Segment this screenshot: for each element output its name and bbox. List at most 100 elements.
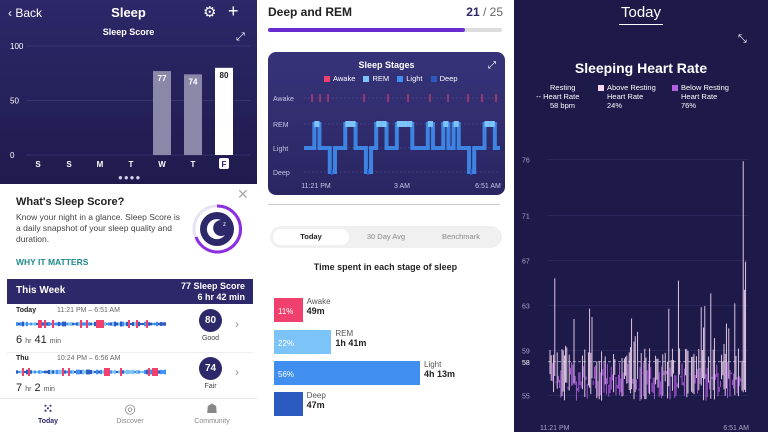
close-icon[interactable]: ✕ bbox=[237, 186, 249, 202]
tab-today[interactable]: ⁙ Today bbox=[18, 401, 78, 425]
sleep-log-tick bbox=[142, 322, 144, 326]
add-icon[interactable]: + bbox=[228, 1, 239, 21]
sleep-log-tick bbox=[54, 322, 56, 326]
sleep-log-tick bbox=[108, 322, 110, 326]
legend-line: Heart Rate bbox=[681, 92, 718, 101]
stage-axis-label: Deep bbox=[273, 170, 290, 177]
score-bar-label: 77 bbox=[158, 74, 167, 83]
sleep-log-tick bbox=[154, 368, 156, 376]
sleep-log-tick bbox=[118, 370, 120, 374]
stage-duration: 49m bbox=[306, 306, 325, 316]
why-it-matters-link[interactable]: WHY IT MATTERS bbox=[16, 257, 89, 267]
people-icon: ☗ bbox=[206, 401, 218, 416]
legend-swatch bbox=[397, 76, 404, 82]
sleep-log-tick bbox=[72, 370, 74, 374]
sleep-log-tick bbox=[162, 322, 164, 326]
log-score-badge: 80 bbox=[199, 309, 222, 332]
card-title: What's Sleep Score? bbox=[16, 196, 125, 208]
sleep-log-tick bbox=[142, 370, 144, 374]
rem-block bbox=[314, 121, 320, 127]
day-label: S bbox=[66, 160, 72, 169]
sleep-log-tick bbox=[84, 322, 86, 326]
sleep-log-tick bbox=[68, 322, 70, 326]
stage-axis-label: REM bbox=[273, 122, 289, 129]
sleep-log-row[interactable]: Today 11:21 PM – 6:51 AM 6 hr 41 min 80 … bbox=[7, 305, 253, 353]
stage-name: Light bbox=[424, 360, 442, 369]
heart-rate-screen: Today ⤡ Sleeping Heart Rate Resting -- H… bbox=[514, 0, 768, 432]
sleep-log-row[interactable]: Thu 10:24 PM – 6:56 AM 7 hr 2 min 74 Fai… bbox=[7, 353, 253, 401]
sleep-log-tick bbox=[140, 322, 142, 326]
sleep-log-tick bbox=[120, 368, 122, 376]
legend-label: REM bbox=[372, 74, 390, 83]
sleep-log-tick bbox=[140, 370, 142, 374]
sleep-log-tick bbox=[82, 322, 84, 326]
sleep-log-tick bbox=[108, 368, 110, 376]
sleep-log-tick bbox=[144, 321, 146, 327]
compass-icon: ◎ bbox=[124, 401, 136, 416]
expand-icon[interactable]: ⤢ bbox=[488, 60, 496, 71]
sleep-log-tick bbox=[90, 322, 92, 326]
sleep-log-bar bbox=[16, 368, 166, 376]
sleep-log-tick bbox=[92, 370, 94, 374]
stages-chart-title: Sleep Stages bbox=[358, 60, 415, 70]
rem-block bbox=[453, 121, 459, 127]
tab-today[interactable]: Today bbox=[620, 4, 662, 21]
header: ‹ Back Sleep ⚙ + bbox=[0, 0, 257, 26]
back-label: Back bbox=[15, 6, 43, 20]
sleep-log-tick bbox=[72, 322, 74, 326]
stage-bar-deep bbox=[274, 392, 303, 416]
legend-value: 76% bbox=[681, 101, 697, 110]
sleep-log-tick bbox=[26, 321, 28, 327]
expand-icon[interactable]: ⤢ bbox=[236, 31, 245, 43]
sleep-log-tick bbox=[16, 322, 18, 326]
sleep-log-tick bbox=[22, 368, 24, 376]
score-bar bbox=[184, 74, 202, 155]
sleep-log-tick bbox=[60, 322, 62, 326]
y-tick-label: 100 bbox=[10, 42, 24, 51]
sleep-log-tick bbox=[116, 370, 118, 374]
sleep-log-tick bbox=[48, 321, 50, 327]
sleep-log-tick bbox=[94, 321, 96, 327]
stage-name: REM bbox=[335, 329, 354, 338]
sleep-log-tick bbox=[56, 322, 58, 326]
sleep-log-tick bbox=[96, 369, 98, 375]
progress-count: 21 / 25 bbox=[466, 5, 503, 19]
chevron-right-icon: › bbox=[235, 365, 239, 379]
this-week-header: This Week 77 Sleep Score 6 hr 42 min bbox=[7, 279, 253, 304]
sleep-log-tick bbox=[20, 370, 22, 374]
rem-block bbox=[345, 121, 351, 127]
sleep-log-tick bbox=[138, 321, 140, 327]
legend-label: Awake bbox=[333, 74, 356, 83]
time-tick-label: 3 AM bbox=[394, 183, 410, 190]
back-button[interactable]: ‹ Back bbox=[8, 6, 43, 20]
tab-community[interactable]: ☗ Community bbox=[182, 401, 242, 425]
log-score-label: Good bbox=[201, 335, 220, 342]
sleep-log-tick bbox=[132, 321, 134, 327]
sleep-log-tick bbox=[106, 368, 108, 376]
stage-label: Deep 47m bbox=[307, 391, 326, 410]
sleep-log-tick bbox=[130, 370, 132, 374]
gear-icon[interactable]: ⚙ bbox=[203, 4, 217, 21]
sleep-log-tick bbox=[66, 370, 68, 374]
sleep-log-tick bbox=[98, 370, 100, 374]
sleep-log-tick bbox=[164, 369, 166, 375]
legend-label: Light bbox=[406, 74, 423, 83]
sleep-log-tick bbox=[110, 370, 112, 374]
legend-swatch bbox=[598, 85, 604, 91]
segment-benchmark[interactable]: Benchmark bbox=[442, 232, 480, 241]
sleep-log-tick bbox=[136, 320, 138, 328]
legend-swatch bbox=[430, 76, 437, 82]
legend-line: Heart Rate bbox=[607, 92, 644, 101]
log-time: 11:21 PM – 6:51 AM bbox=[57, 307, 120, 314]
collapse-icon[interactable]: ⤡ bbox=[738, 33, 747, 45]
segment-today[interactable]: Today bbox=[273, 229, 349, 245]
deep-block bbox=[330, 169, 333, 175]
tab-discover[interactable]: ◎ Discover bbox=[100, 401, 160, 425]
divider bbox=[268, 204, 500, 205]
sleep-log-tick bbox=[30, 322, 32, 326]
sleep-log-tick bbox=[158, 322, 160, 326]
page-title: Sleep bbox=[111, 5, 146, 20]
segment-30-day-avg[interactable]: 30 Day Avg bbox=[366, 232, 406, 241]
sleep-log-tick bbox=[122, 321, 124, 327]
legend-below: Below Resting Heart Rate 76% bbox=[672, 83, 729, 110]
